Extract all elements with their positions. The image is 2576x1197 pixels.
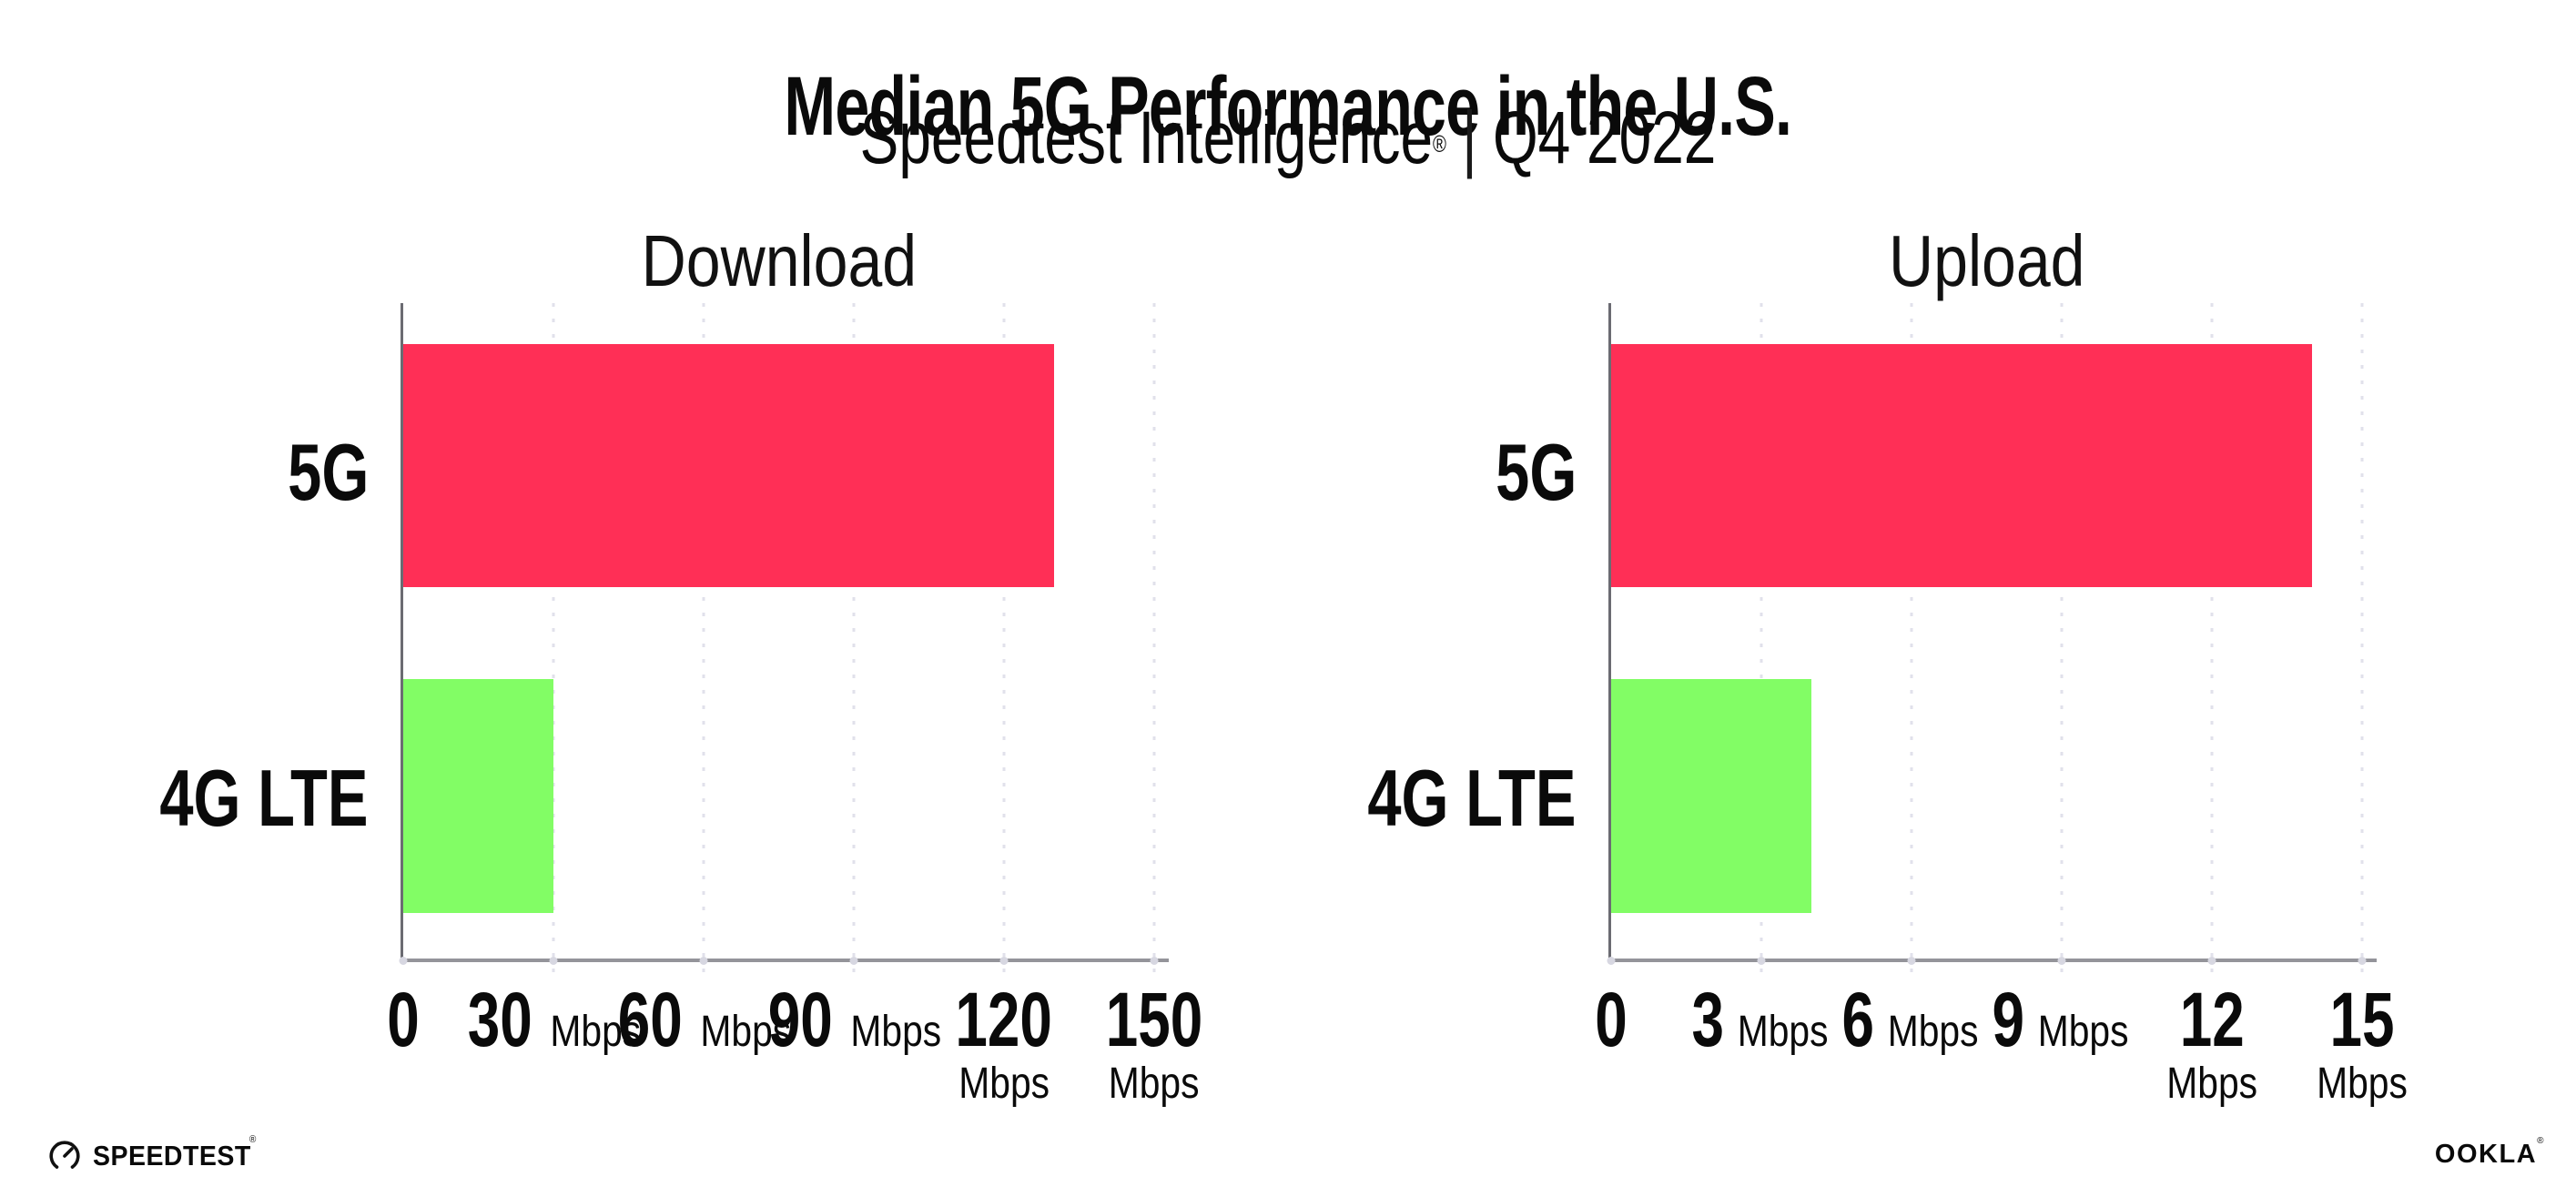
- x-tick-unit: Mbps: [1887, 1008, 1979, 1056]
- x-tick-value: 9: [1992, 977, 2025, 1062]
- subtitle-product: Speedtest Intelligence: [859, 96, 1434, 179]
- x-tick-value: 120: [955, 977, 1053, 1062]
- download-x-axis-ticks: 0 30 Mbps 60 Mbps 90 Mbps 120Mbps 150Mbps: [387, 959, 1202, 1131]
- category-label-text: 5G: [287, 426, 369, 517]
- x-tick: 6 Mbps: [1837, 980, 1986, 1059]
- axis-tick-dot: [849, 957, 858, 965]
- speedtest-logo: SPEEDTEST®: [47, 1134, 272, 1173]
- upload-chart: Upload 5G 4G LTE 0 3 Mbps 6 Mbps 9 Mbps 12Mbps 15…: [1299, 210, 2408, 1131]
- speedtest-logo-text: SPEEDTEST®: [93, 1134, 259, 1172]
- axis-tick-dot: [699, 957, 708, 965]
- x-tick-value: 15: [2329, 977, 2395, 1062]
- ookla-wordmark: OOKLA: [2434, 1140, 2538, 1169]
- bar-4g-lte: [403, 678, 553, 913]
- x-tick-value: 60: [617, 977, 683, 1062]
- category-label-5g: 5G: [262, 426, 369, 517]
- download-chart: Download 5G 4G LTE 0 30 Mbps 60 Mbps 90 Mbps 120…: [91, 210, 1202, 1131]
- page-title: Median 5G Performance in the U.S.: [0, 56, 2576, 157]
- x-tick-value: 6: [1841, 977, 1875, 1062]
- x-tick-value: 90: [767, 977, 833, 1062]
- gridline: [852, 303, 856, 975]
- gridline: [1002, 303, 1006, 975]
- ookla-logo: OOKLA®: [2434, 1136, 2545, 1170]
- upload-chart-title: Upload: [1611, 210, 2362, 303]
- x-tick: 150Mbps: [1090, 980, 1218, 1108]
- category-label-text: 4G LTE: [1367, 752, 1577, 843]
- upload-plot-area: [1607, 303, 2377, 975]
- speedtest-wordmark: SPEEDTEST: [93, 1140, 251, 1172]
- subtitle-separator: |: [1462, 96, 1477, 179]
- category-label-4g-lte: 4G LTE: [94, 752, 369, 843]
- category-label-5g: 5G: [1470, 426, 1577, 517]
- x-tick-unit: Mbps: [2037, 1008, 2129, 1056]
- x-tick: 12Mbps: [2137, 980, 2287, 1108]
- x-tick-value: 3: [1691, 977, 1725, 1062]
- axis-tick-dot: [1907, 957, 1916, 965]
- x-tick: 9 Mbps: [1987, 980, 2136, 1059]
- axis-tick-dot: [1150, 957, 1159, 965]
- axis-tick-dot: [2207, 957, 2216, 965]
- gridline: [2210, 303, 2214, 975]
- axis-tick-dot: [1607, 957, 1616, 965]
- subtitle-period: Q4 2022: [1492, 96, 1717, 179]
- x-tick-unit: Mbps: [1109, 1060, 1200, 1108]
- bar-4g-lte: [1611, 678, 1811, 913]
- upload-chart-title-text: Upload: [1888, 220, 2085, 301]
- upload-x-axis-ticks: 0 3 Mbps 6 Mbps 9 Mbps 12Mbps 15Mbps: [1595, 959, 2408, 1131]
- x-tick-unit: Mbps: [850, 1008, 942, 1056]
- x-tick-value: 30: [467, 977, 532, 1062]
- x-tick-value: 0: [387, 977, 420, 1062]
- gridline: [1152, 303, 1156, 975]
- page-subtitle-text: Speedtest Intelligence® | Q4 2022: [860, 95, 1717, 182]
- ookla-registered-mark: ®: [2537, 1136, 2545, 1146]
- axis-tick-dot: [1757, 957, 1766, 965]
- x-tick: 60 Mbps: [608, 980, 800, 1059]
- x-tick: 0: [1590, 980, 1633, 1059]
- category-label-4g-lte: 4G LTE: [1302, 752, 1577, 843]
- x-tick: 90 Mbps: [758, 980, 950, 1059]
- x-tick-unit: Mbps: [2317, 1060, 2408, 1108]
- bar-5g: [403, 344, 1054, 587]
- x-tick-value: 12: [2179, 977, 2245, 1062]
- x-tick: 3 Mbps: [1687, 980, 1836, 1059]
- x-tick: 15Mbps: [2308, 980, 2415, 1108]
- x-tick-unit: Mbps: [1737, 1008, 1829, 1056]
- category-label-text: 4G LTE: [159, 752, 369, 843]
- download-chart-title-text: Download: [641, 220, 917, 301]
- gridline: [2360, 303, 2364, 975]
- axis-tick-dot: [399, 957, 408, 965]
- speedtest-registered-mark: ®: [248, 1134, 257, 1145]
- axis-tick-dot: [2057, 957, 2066, 965]
- gridline: [1910, 303, 1913, 975]
- axis-tick-dot: [2358, 957, 2367, 965]
- x-tick: 120Mbps: [929, 980, 1080, 1108]
- bar-5g: [1611, 344, 2312, 587]
- page-title-text: Median 5G Performance in the U.S.: [784, 59, 1792, 153]
- gridline: [2060, 303, 2064, 975]
- gridline: [1760, 303, 1763, 975]
- x-tick-value: 150: [1105, 977, 1203, 1062]
- download-chart-title: Download: [403, 210, 1154, 303]
- page-subtitle: Speedtest Intelligence® | Q4 2022: [0, 95, 2576, 182]
- axis-tick-dot: [549, 957, 558, 965]
- gridline: [702, 303, 705, 975]
- registered-trademark: ®: [1433, 130, 1447, 157]
- gauge-icon: [49, 1141, 80, 1169]
- x-tick: 0: [382, 980, 425, 1059]
- axis-tick-dot: [999, 957, 1009, 965]
- x-tick-value: 0: [1595, 977, 1628, 1062]
- gridline: [552, 303, 555, 975]
- download-plot-area: [399, 303, 1169, 975]
- x-tick: 30 Mbps: [458, 980, 650, 1059]
- category-label-text: 5G: [1495, 426, 1577, 517]
- x-tick-unit: Mbps: [958, 1060, 1050, 1108]
- download-category-labels: 5G 4G LTE: [91, 303, 403, 959]
- x-tick-unit: Mbps: [700, 1008, 792, 1056]
- x-tick-unit: Mbps: [550, 1008, 642, 1056]
- upload-category-labels: 5G 4G LTE: [1299, 303, 1611, 959]
- x-tick-unit: Mbps: [2166, 1060, 2257, 1108]
